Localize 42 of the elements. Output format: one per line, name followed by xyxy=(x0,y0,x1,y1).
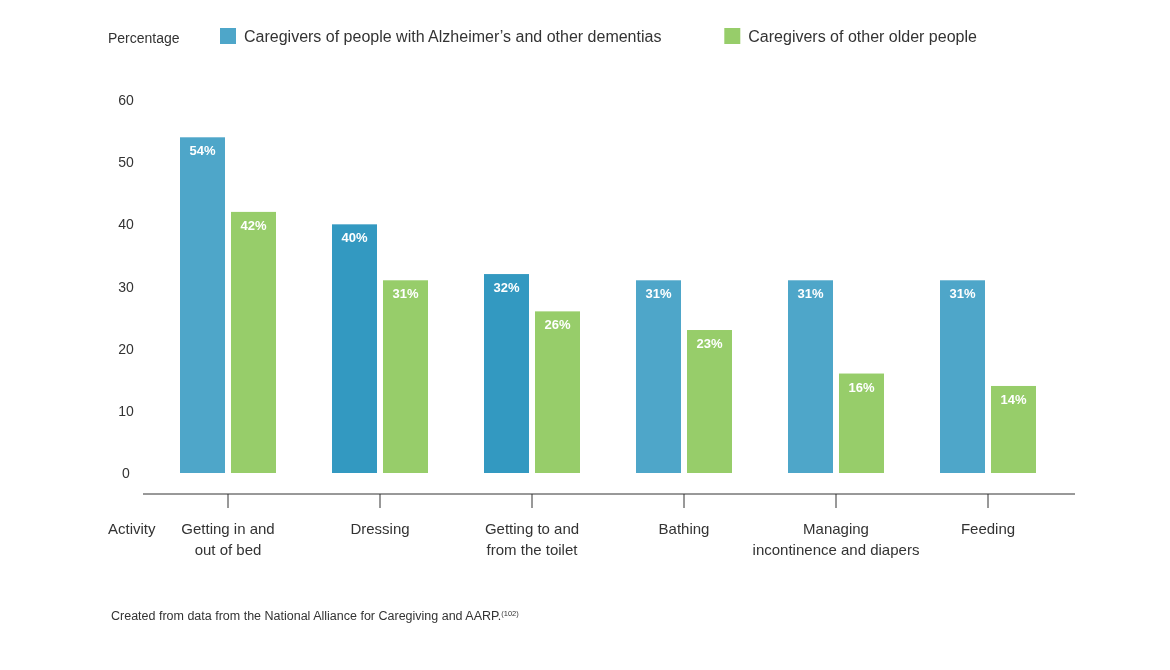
text: 14% xyxy=(1000,391,1027,407)
y-tick-label: 40 xyxy=(118,216,134,233)
text: 26% xyxy=(544,317,571,333)
text: 42% xyxy=(240,217,267,233)
bar xyxy=(383,280,428,473)
text: 31% xyxy=(797,286,824,302)
text: 31% xyxy=(949,286,976,302)
text: 54% xyxy=(189,143,216,159)
bar xyxy=(991,385,1036,473)
x-tick-label: Dressing xyxy=(350,520,410,537)
text: 31% xyxy=(392,286,419,302)
text: 31% xyxy=(645,286,672,302)
x-tick-label: Managing incontinence and diapers xyxy=(752,520,920,558)
text: 16% xyxy=(848,379,875,395)
y-tick-label: 60 xyxy=(118,92,134,108)
y-axis-title: Percentage xyxy=(108,30,180,46)
text: 23% xyxy=(696,336,723,352)
bar xyxy=(636,280,681,473)
text: Created from data from the National Alliance for Caregiving and AARP.$^{(102)}$ xyxy=(111,608,520,623)
text: 32% xyxy=(493,280,520,296)
bar xyxy=(839,373,884,473)
x-tick-label: Getting to and from the toilet xyxy=(484,520,580,558)
y-tick-label: 50 xyxy=(118,154,134,171)
bar xyxy=(180,137,225,473)
bar xyxy=(332,224,377,473)
bar xyxy=(788,280,833,473)
x-tick-label: Getting in and out of bed xyxy=(181,520,275,558)
bar xyxy=(687,330,732,473)
y-tick-label: 20 xyxy=(118,340,134,357)
x-tick-label: Feeding xyxy=(960,520,1016,537)
bar xyxy=(231,211,276,473)
bar xyxy=(535,311,580,473)
y-tick-label: 30 xyxy=(118,278,134,295)
y-tick-label: 0 xyxy=(122,465,131,481)
legend-label: Caregivers of people with Alzheimer’s and other dementias xyxy=(244,28,662,45)
x-tick-label: Bathing xyxy=(658,520,710,537)
bar xyxy=(484,274,529,473)
x-axis-title: Activity xyxy=(108,520,156,537)
text: 40% xyxy=(341,230,368,246)
legend-label: Caregivers of other older people xyxy=(748,28,977,45)
bar xyxy=(940,280,985,473)
y-tick-label: 10 xyxy=(118,402,134,419)
